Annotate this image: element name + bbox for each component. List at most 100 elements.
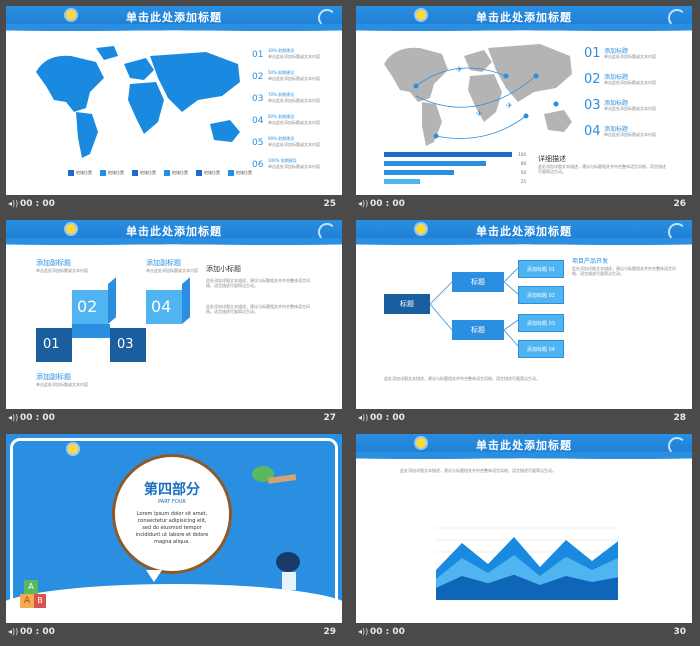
speaker-icon[interactable]: ◂)) [8,199,19,208]
sun-icon [66,224,76,234]
row-number: 03 [252,94,264,104]
row-percent: 70% 前期建设 [268,92,295,97]
speaker-icon[interactable]: ◂)) [358,627,369,636]
feature-label: 添加标题 [604,48,629,55]
tree-connectors [429,267,519,347]
row-desc: 单击此处添加标题或文本内容 [268,76,320,81]
speaker-icon[interactable]: ◂)) [358,413,369,422]
slide-27-canvas: 单击此处添加标题 添加副标题 单击此处添加标题或文本内容 添加副标题 单击此处添… [6,220,342,409]
slide-time: 00 : 00 [370,627,405,637]
feature-item: 04 添加标题 单击此处添加标题或文本内容 [584,124,684,150]
row-desc: 单击此处添加标题或文本内容 [268,98,320,103]
subtitle-top-left: 添加副标题 [36,259,71,267]
side-title: 项目产品开发 [572,258,609,265]
map-row: 02 50% 前期建设 单击此处添加标题或文本内容 [252,70,340,92]
svg-text:✈: ✈ [456,65,463,74]
sun-corner-icon [668,223,686,241]
slide-thumb-26[interactable]: 单击此处添加标题 ✈ ✈ ✈ 01 添加标题 单击此处添加 [356,6,692,212]
row-desc: 单击此处添加标题或文本内容 [268,120,320,125]
row-desc: 单击此处添加标题或文本内容 [268,54,320,59]
row-percent: 50% 前期建设 [268,70,295,75]
tree-leaf-node: 添加标题 02 [518,286,564,304]
subtitle-top-mid: 添加副标题 [146,259,181,267]
slide-number: 27 [323,413,336,423]
slide-thumb-27[interactable]: 单击此处添加标题 添加副标题 单击此处添加标题或文本内容 添加副标题 单击此处添… [6,220,342,426]
sun-corner-icon [318,223,336,241]
title-banner [6,220,342,246]
area-chart [436,527,618,601]
feature-desc: 单击此处添加标题或文本内容 [604,132,656,137]
slide-time: 00 : 00 [20,413,55,423]
tree-leaf-node: 添加标题 04 [518,340,564,358]
row-number: 01 [252,50,264,60]
feature-number: 01 [584,46,601,61]
cube-block-04: 04 [146,290,182,324]
subtitle-bottom-left: 添加副标题 [36,373,71,381]
section-title: 第四部分 [144,482,200,498]
slide-title: 单击此处添加标题 [126,225,222,238]
row-percent: 30% 前期建设 [268,48,295,53]
map-row: 04 80% 前期建设 单击此处添加标题或文本内容 [252,114,340,136]
progress-bar: 100 [384,152,526,159]
feature-number: 02 [584,72,601,87]
row-percent: 90% 前期建设 [268,136,295,141]
bottom-text: 此处添加详细文本描述，建议与标题相关并符合整体语言风格，语言描述尽量简洁生动。 [384,376,540,381]
progress-bar: 25 [384,179,526,186]
row-number: 02 [252,72,264,82]
slide-thumb-29[interactable]: 第四部分 PART FOUR Lorem ipsum dolor sit ame… [6,434,342,640]
section-sub: PART FOUR [158,499,186,505]
area-series-3 [436,574,618,600]
map-row: 06 100% 前期建设 单击此处添加标题或文本内容 [252,158,340,180]
title-banner [356,434,692,460]
child-figure-icon [276,552,302,592]
map-row: 05 90% 前期建设 单击此处添加标题或文本内容 [252,136,340,158]
progress-bar: 80 [384,161,526,168]
row-desc: 单击此处添加标题或文本内容 [268,142,320,147]
map-row: 01 30% 前期建设 单击此处添加标题或文本内容 [252,48,340,70]
title-banner [356,220,692,246]
tree-mid-node: 标题 [452,320,504,340]
feature-label: 添加标题 [604,74,629,81]
slide-28-canvas: 单击此处添加标题 标题 标题 标题 添加标题 01 添加标题 02 添加标题 0… [356,220,692,409]
feature-item: 01 添加标题 单击此处添加标题或文本内容 [584,46,684,72]
slide-footer: ◂)) 00 : 00 26 [356,198,692,212]
right-text: 此处添加详细文本描述，建议与标题相关并符合整体语言风格，语言描述尽量简洁生动。 [206,304,310,314]
slide-thumb-30[interactable]: 单击此处添加标题 此处添加详细文本描述，建议与标题相关并符合整体语言风格，语言描… [356,434,692,640]
chart-text: 此处添加详细文本描述，建议与标题相关并符合整体语言风格，语言描述尽量简洁生动。 [400,468,556,473]
speaker-icon[interactable]: ◂)) [358,199,369,208]
svg-text:✈: ✈ [506,101,513,110]
legend-item: 地域位置 [68,170,92,176]
right-title: 添加小标题 [206,265,241,273]
sun-corner-icon [668,437,686,455]
bar-value: 100 [518,152,526,157]
slide-25-canvas: 单击此处添加标题 01 30% 前期建设 单击此处添加标题或文本内容 02 50… [6,6,342,195]
slide-time: 00 : 00 [370,199,405,209]
title-banner [6,6,342,32]
subtitle-desc: 单击此处添加标题或文本内容 [36,382,88,387]
sun-icon [416,224,426,234]
slide-number: 29 [323,627,336,637]
world-map-icon [36,46,240,158]
row-number: 06 [252,160,264,170]
slide-thumb-25[interactable]: 单击此处添加标题 01 30% 前期建设 单击此处添加标题或文本内容 02 50… [6,6,342,212]
world-map-icon: ✈ ✈ ✈ [384,44,572,146]
progress-bars: 100 80 50 25 [384,152,526,188]
feature-list: 01 添加标题 单击此处添加标题或文本内容 02 添加标题 单击此处添加标题或文… [584,46,684,150]
cube-block-03: 03 [110,328,146,362]
slide-26-canvas: 单击此处添加标题 ✈ ✈ ✈ 01 添加标题 单击此处添加 [356,6,692,195]
slide-footer: ◂)) 00 : 00 27 [6,412,342,426]
feature-item: 03 添加标题 单击此处添加标题或文本内容 [584,98,684,124]
speaker-icon[interactable]: ◂)) [8,413,19,422]
feature-item: 02 添加标题 单击此处添加标题或文本内容 [584,72,684,98]
speaker-icon[interactable]: ◂)) [8,627,19,636]
progress-bar: 50 [384,170,526,177]
feature-number: 04 [584,124,601,139]
legend-item: 地域位置 [164,170,188,176]
sun-icon [68,444,78,454]
bubble-tail [146,570,162,582]
slide-title: 单击此处添加标题 [476,225,572,238]
slide-title: 单击此处添加标题 [126,11,222,24]
slide-thumb-28[interactable]: 单击此处添加标题 标题 标题 标题 添加标题 01 添加标题 02 添加标题 0… [356,220,692,426]
legend-item: 地域位置 [228,170,252,176]
slide-footer: ◂)) 00 : 00 29 [6,626,342,640]
